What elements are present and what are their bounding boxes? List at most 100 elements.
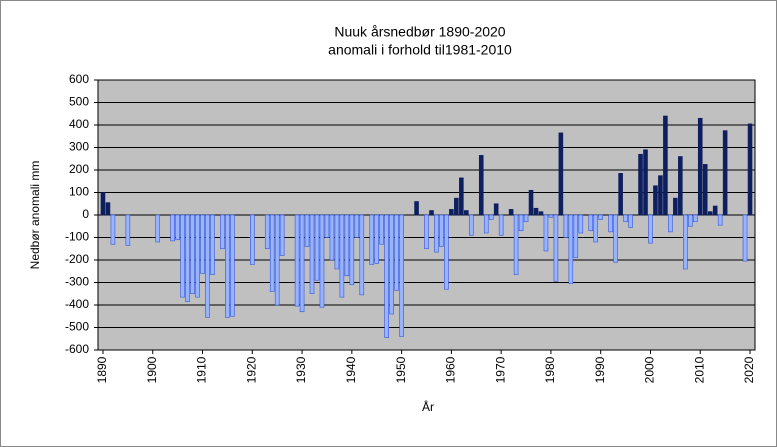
x-tick-label: 1980 — [543, 356, 557, 383]
x-tick-label: 1970 — [493, 356, 507, 383]
bar — [185, 214, 190, 302]
bar — [429, 210, 434, 216]
bar — [692, 214, 698, 223]
bar — [638, 153, 643, 216]
bar — [274, 214, 280, 306]
x-tick-label: 2000 — [643, 356, 657, 383]
bar — [170, 214, 175, 242]
x-axis-label: År — [422, 399, 434, 414]
bar — [220, 214, 225, 250]
bar — [588, 214, 594, 232]
bar — [538, 211, 544, 216]
x-tick-label: 2020 — [742, 356, 756, 383]
bar — [354, 214, 360, 238]
bar — [469, 214, 474, 236]
bar — [697, 117, 703, 216]
bar — [533, 207, 539, 216]
bar — [707, 211, 713, 216]
bar — [309, 214, 315, 295]
bar — [648, 214, 653, 244]
y-tick-label: 500 — [69, 95, 89, 109]
bar — [702, 164, 708, 216]
bar — [349, 214, 355, 286]
bar — [498, 214, 504, 236]
bar — [508, 209, 514, 216]
bar — [483, 214, 489, 234]
bar — [334, 214, 340, 270]
y-tick-label: 300 — [69, 140, 89, 154]
bar — [384, 214, 389, 338]
bar — [339, 214, 345, 298]
bar — [314, 214, 320, 281]
bar — [663, 115, 668, 216]
bar — [264, 214, 270, 250]
bar — [678, 156, 683, 216]
bar — [683, 214, 688, 270]
y-tick-label: -500 — [65, 320, 89, 334]
x-tick-label: 1900 — [145, 356, 159, 383]
bar — [210, 214, 215, 275]
bar — [299, 214, 305, 313]
bar — [488, 214, 494, 220]
y-tick-label: 0 — [82, 207, 89, 221]
bar — [628, 214, 633, 228]
y-tick-label: -100 — [65, 230, 89, 244]
bar — [658, 175, 663, 216]
x-tick-label: 1940 — [344, 356, 358, 383]
y-tick-label: 100 — [69, 185, 89, 199]
y-tick-label: 400 — [69, 117, 89, 131]
y-tick-label: -200 — [65, 252, 89, 266]
bar — [523, 214, 529, 223]
x-tick-label: 1930 — [294, 356, 308, 383]
bar — [454, 197, 459, 216]
bar — [319, 214, 325, 308]
x-tick-label: 1960 — [444, 356, 458, 383]
bar — [110, 214, 116, 245]
plot-border — [97, 79, 756, 351]
bar — [623, 214, 628, 223]
bar — [190, 214, 195, 295]
y-tick-label: -300 — [65, 275, 89, 289]
bar — [399, 214, 404, 337]
bar — [613, 214, 618, 263]
bar — [593, 214, 599, 243]
chart-title: Nuuk årsnedbør 1890-2020 — [334, 24, 505, 40]
bar — [324, 214, 330, 238]
bar — [717, 214, 723, 226]
bar — [200, 214, 205, 274]
bar — [668, 214, 673, 233]
bar — [558, 132, 564, 216]
bar — [459, 177, 464, 216]
bar — [175, 214, 180, 241]
bar — [379, 214, 384, 245]
bar — [712, 205, 718, 216]
bar — [493, 203, 499, 216]
y-tick-label: -400 — [65, 297, 89, 311]
bar — [389, 214, 394, 315]
bar — [563, 214, 569, 238]
bar — [548, 214, 554, 218]
bar — [573, 214, 579, 259]
bar — [449, 209, 454, 216]
bar — [105, 202, 111, 216]
bar — [518, 214, 524, 232]
bar — [598, 214, 603, 220]
bar — [543, 214, 549, 252]
bar — [359, 214, 365, 296]
bar — [294, 214, 300, 307]
x-tick-label: 2010 — [692, 356, 706, 383]
bar — [608, 214, 613, 233]
bar — [688, 214, 693, 227]
bar — [722, 130, 728, 216]
bar — [180, 214, 185, 298]
bar — [673, 197, 678, 216]
bar — [568, 214, 574, 284]
bar — [279, 214, 285, 256]
bar — [195, 214, 200, 298]
bar — [528, 189, 534, 216]
x-tick-label: 1920 — [244, 356, 258, 383]
y-tick-label: 200 — [69, 162, 89, 176]
bar — [304, 214, 310, 247]
bar — [125, 214, 131, 246]
